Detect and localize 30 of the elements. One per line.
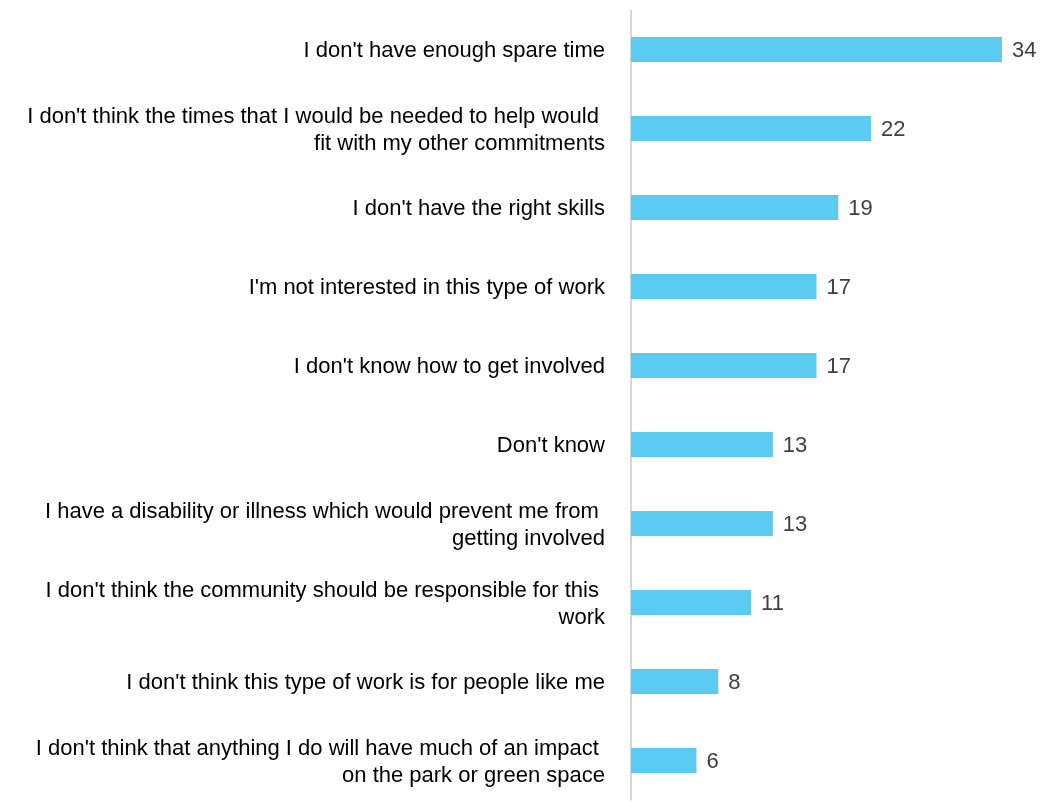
data-label: 22 bbox=[881, 116, 906, 141]
data-label: 17 bbox=[826, 353, 851, 378]
bar bbox=[631, 669, 719, 694]
y-tick-label: I don't have enough spare time bbox=[303, 37, 605, 62]
data-label: 17 bbox=[826, 274, 851, 299]
data-label: 6 bbox=[706, 748, 719, 773]
y-tick-label: Don't know bbox=[496, 432, 606, 457]
y-tick-label: I don't think this type of work is for people like me bbox=[126, 669, 605, 694]
bar bbox=[631, 511, 773, 536]
data-label: 13 bbox=[782, 511, 808, 536]
data-label: 11 bbox=[761, 590, 784, 615]
bar bbox=[631, 195, 839, 220]
bar bbox=[631, 590, 752, 615]
data-label: 8 bbox=[728, 669, 741, 694]
bar bbox=[631, 432, 773, 457]
bar bbox=[631, 353, 817, 378]
bar bbox=[631, 748, 697, 773]
data-label: 19 bbox=[848, 195, 873, 220]
y-tick-label: I don't have the right skills bbox=[352, 195, 605, 220]
y-tick-label: I don't think the times that I would be needed to help would fit with my other commitments bbox=[27, 102, 605, 155]
bar bbox=[631, 274, 817, 299]
bar bbox=[631, 37, 1002, 62]
y-tick-label: I don't know how to get involved bbox=[293, 353, 605, 378]
y-tick-label: I don't think that anything I do will have much of an impact on the park or green space bbox=[35, 734, 605, 787]
y-tick-label: I have a disability or illness which would prevent me from getting involved bbox=[44, 497, 605, 550]
data-label: 34 bbox=[1012, 37, 1037, 62]
data-label: 13 bbox=[782, 432, 808, 457]
bar bbox=[631, 116, 872, 141]
y-tick-label: I'm not interested in this type of work bbox=[248, 274, 606, 299]
y-tick-label: I don't think the community should be responsible for this work bbox=[45, 576, 606, 629]
